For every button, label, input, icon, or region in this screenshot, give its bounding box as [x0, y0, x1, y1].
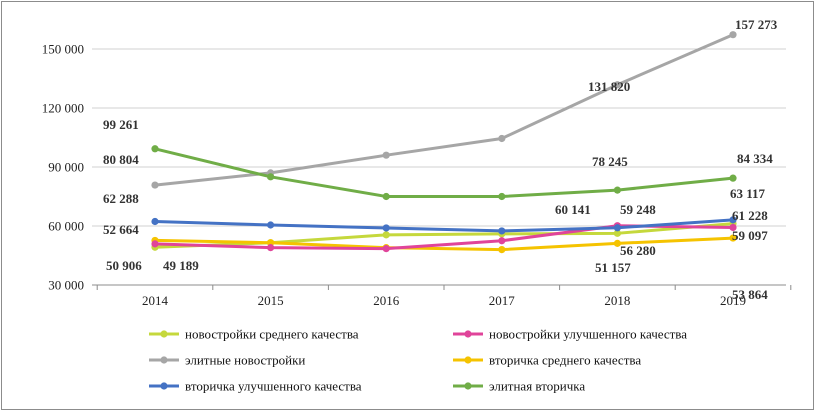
data-point — [729, 216, 737, 224]
legend-entry: элитные новостройки — [185, 353, 305, 368]
legend-swatch-marker — [160, 356, 168, 364]
x-tick-label: 2015 — [258, 293, 284, 308]
legend-entry: новостройки среднего качества — [185, 327, 359, 342]
data-point — [613, 224, 622, 232]
data-point — [382, 151, 390, 159]
data-label: 52 664 — [103, 222, 139, 237]
data-label: 53 864 — [732, 287, 768, 302]
data-point — [729, 174, 737, 182]
data-point — [498, 192, 506, 201]
legend-swatch-marker — [464, 356, 472, 364]
data-label: 59 097 — [732, 228, 768, 243]
data-label: 49 189 — [163, 258, 199, 273]
data-point — [613, 186, 622, 194]
data-label: 56 280 — [620, 243, 656, 258]
data-point — [267, 173, 275, 181]
legend-entry: вторичка среднего качества — [489, 353, 641, 368]
y-tick-label: 90 000 — [48, 160, 84, 175]
data-label: 99 261 — [103, 117, 139, 132]
x-tick-label: 2016 — [373, 293, 400, 308]
data-label: 60 141 — [555, 202, 591, 217]
data-point — [151, 181, 159, 189]
x-tick-label: 2017 — [489, 293, 516, 308]
data-point — [613, 239, 622, 247]
series-line — [154, 147, 734, 198]
data-label: 62 288 — [103, 191, 139, 206]
data-point — [267, 221, 275, 229]
data-point — [382, 192, 390, 201]
y-tick-label: 120 000 — [42, 101, 84, 116]
data-point — [151, 145, 159, 153]
legend-swatch-marker — [464, 330, 472, 338]
data-point — [729, 234, 737, 242]
y-tick-label: 150 000 — [42, 42, 84, 57]
series-line — [154, 218, 734, 233]
data-point — [498, 134, 506, 143]
data-point — [498, 227, 506, 235]
legend-swatch-marker — [160, 330, 168, 338]
data-label: 157 273 — [735, 17, 778, 32]
y-tick-label: 30 000 — [48, 278, 84, 293]
data-point — [382, 231, 390, 239]
data-label: 80 804 — [103, 152, 139, 167]
data-point — [267, 244, 275, 252]
data-label: 50 906 — [106, 258, 142, 273]
x-tick-label: 2018 — [604, 293, 630, 308]
data-point — [382, 245, 390, 253]
data-label: 51 157 — [595, 260, 631, 275]
data-point — [729, 223, 737, 232]
legend-swatch-marker — [464, 382, 472, 390]
data-point — [498, 237, 506, 245]
legend-entry: вторичка улучшенного качества — [185, 379, 362, 394]
data-label: 59 248 — [620, 202, 656, 217]
series-line — [154, 236, 734, 252]
series-line — [154, 33, 734, 187]
data-point — [151, 240, 159, 248]
data-point — [498, 246, 506, 254]
x-tick-label: 2014 — [142, 293, 169, 308]
data-point — [729, 31, 737, 39]
data-point — [613, 81, 622, 89]
data-point — [151, 217, 159, 226]
x-tick-label: 2019 — [720, 293, 746, 308]
data-label: 84 334 — [737, 151, 773, 166]
data-point — [382, 224, 390, 232]
legend-entry: элитная вторичка — [489, 379, 585, 394]
data-label: 63 117 — [730, 186, 766, 201]
legend-swatch-marker — [160, 382, 168, 390]
y-tick-label: 60 000 — [48, 219, 84, 234]
data-label: 61 228 — [732, 208, 768, 223]
data-point — [613, 229, 622, 237]
data-label: 78 245 — [592, 154, 628, 169]
data-label: 131 820 — [588, 79, 630, 94]
legend-entry: новостройки улучшенного качества — [489, 327, 687, 342]
